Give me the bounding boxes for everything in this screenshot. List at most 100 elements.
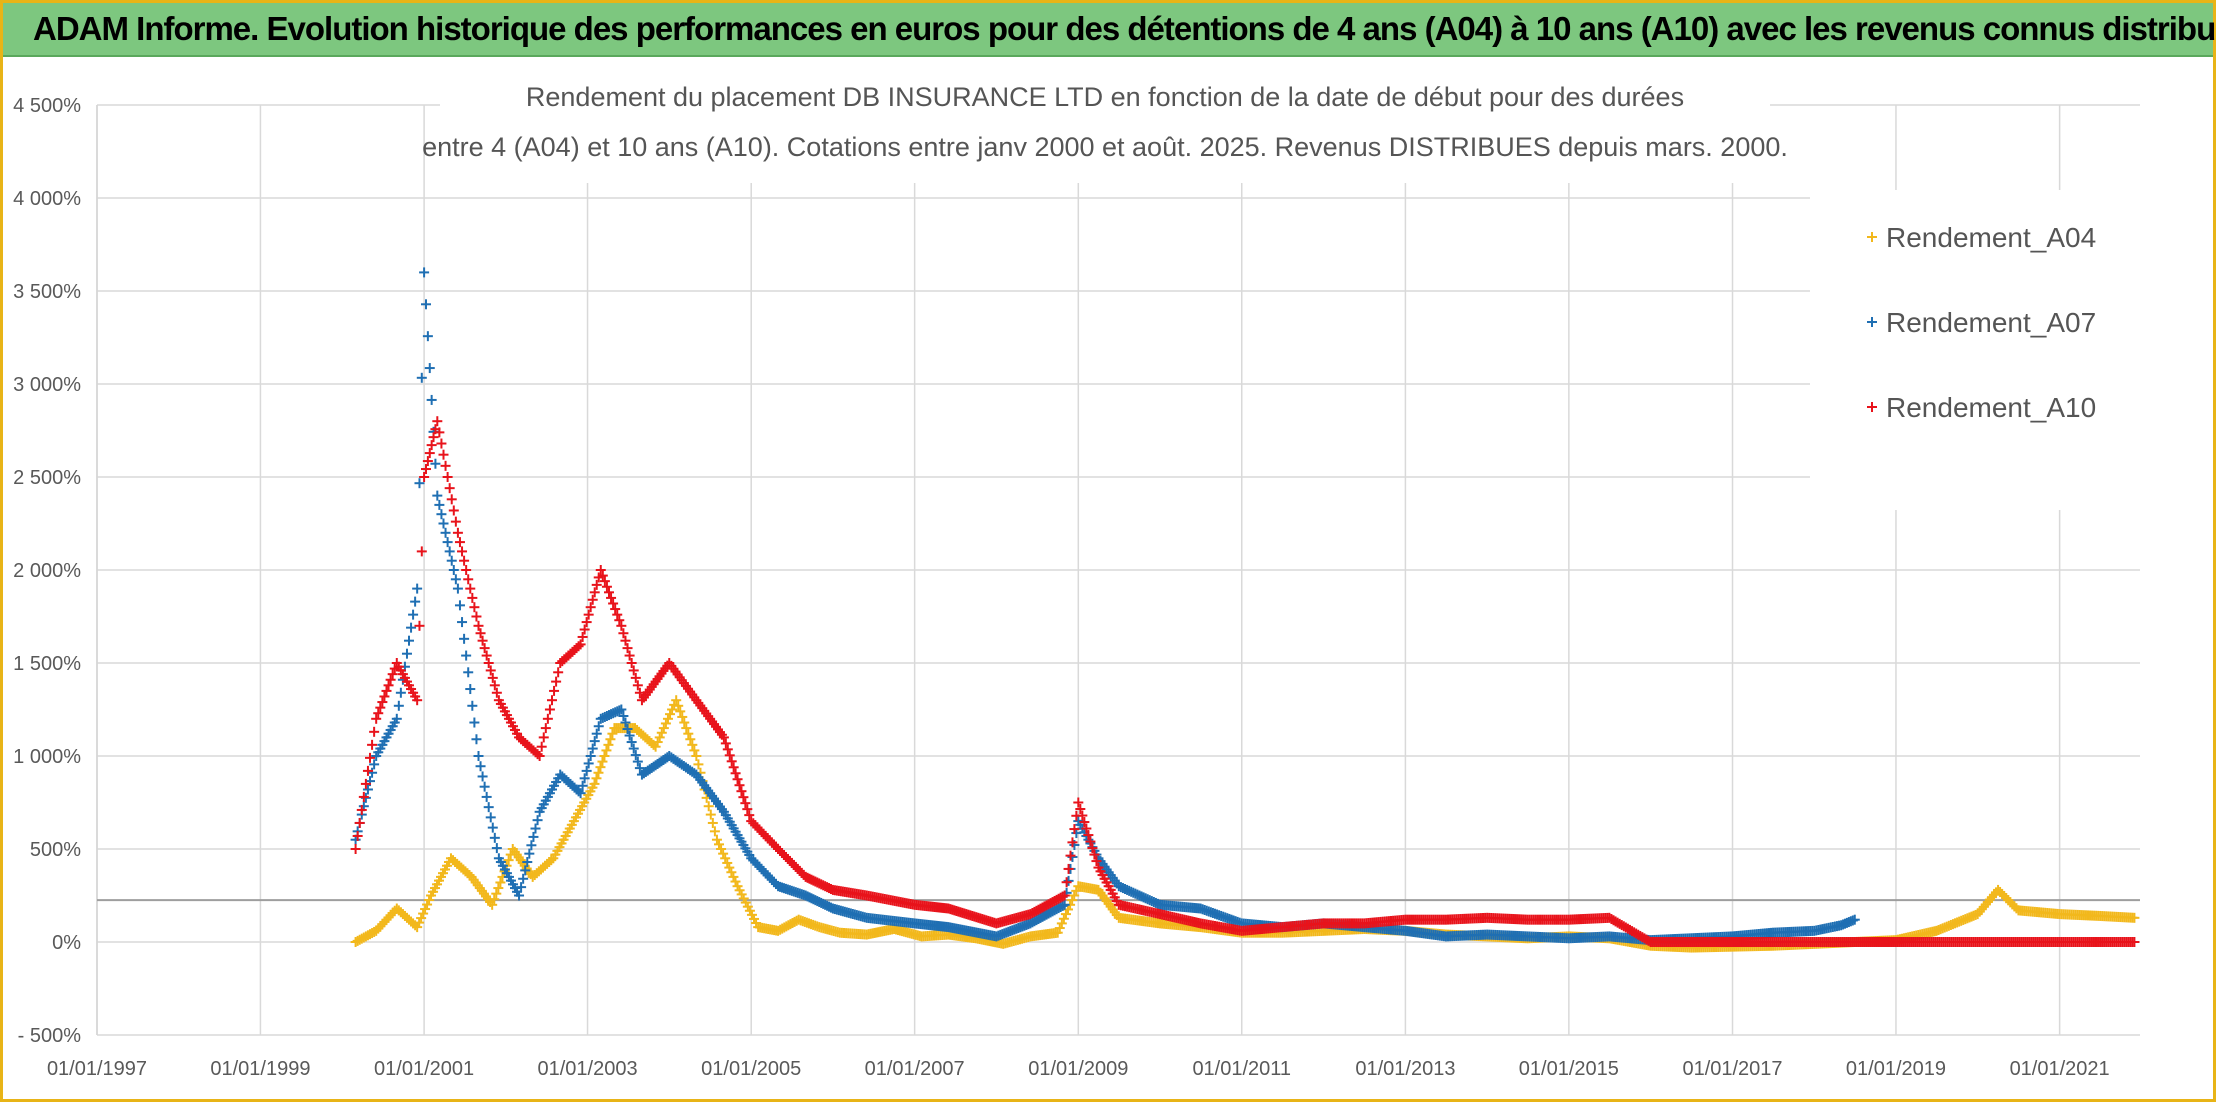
x-tick-label: 01/01/2017 [1682, 1058, 1782, 1080]
data-point [457, 617, 468, 628]
data-point [436, 509, 447, 520]
data-point [585, 751, 596, 761]
data-point [360, 778, 371, 789]
data-point [479, 781, 490, 792]
data-point [709, 826, 720, 837]
x-tick-label: 01/01/2015 [1519, 1058, 1619, 1080]
data-point [593, 767, 604, 778]
x-tick-label: 01/01/2005 [701, 1058, 801, 1080]
data-point [575, 788, 586, 799]
data-point [628, 743, 639, 754]
data-point [495, 877, 506, 888]
data-point [379, 691, 390, 702]
data-point [624, 730, 635, 741]
data-point [487, 822, 498, 833]
data-point [691, 751, 702, 761]
x-tick-label: 01/01/2003 [537, 1058, 637, 1080]
data-point [607, 728, 618, 739]
y-tick-label: - 500% [18, 1025, 82, 1047]
data-point [477, 771, 488, 782]
data-point [689, 745, 700, 756]
data-point [667, 704, 678, 715]
data-point [518, 873, 529, 884]
banner-title: ADAM Informe. Evolution historique des p… [33, 10, 2216, 47]
data-point [599, 751, 610, 761]
data-point [620, 717, 631, 728]
data-point [605, 734, 616, 745]
data-point [420, 904, 431, 915]
x-tick-label: 01/01/2007 [865, 1058, 965, 1080]
data-point [406, 622, 417, 633]
data-point [358, 791, 369, 802]
data-point [438, 518, 449, 529]
data-point [383, 680, 394, 691]
data-point [463, 667, 474, 678]
data-point [1058, 913, 1069, 924]
data-point [422, 899, 433, 910]
data-point [693, 759, 704, 770]
data-point [675, 706, 686, 717]
data-point [404, 635, 415, 646]
data-point [369, 726, 380, 737]
data-point [591, 773, 602, 784]
data-point [475, 761, 486, 772]
x-tick-label: 01/01/2011 [1192, 1058, 1291, 1080]
x-axis: 01/01/1997 01/01/1999 01/01/2001 01/01/2003… [47, 1058, 2110, 1080]
data-point [514, 890, 525, 901]
data-point [489, 894, 500, 905]
data-point [622, 724, 633, 735]
data-point [632, 756, 643, 767]
data-point [705, 809, 716, 820]
data-point [432, 490, 443, 501]
data-point [419, 267, 430, 278]
data-point [414, 917, 425, 928]
y-tick-label: 2 000% [13, 560, 81, 582]
data-point [412, 695, 423, 706]
data-point [1067, 895, 1078, 906]
data-point [516, 882, 527, 893]
data-point [365, 752, 376, 763]
data-point [485, 812, 496, 823]
data-point [416, 372, 427, 383]
data-point [711, 834, 722, 845]
data-point [722, 857, 733, 868]
data-point [424, 895, 435, 906]
data-point [410, 596, 421, 607]
data-point [524, 848, 535, 859]
data-point [418, 908, 429, 919]
data-point [662, 713, 673, 724]
data-point [459, 633, 470, 644]
data-point [703, 801, 714, 812]
data-point [2129, 912, 2140, 923]
data-point [726, 867, 737, 878]
data-point [387, 669, 398, 680]
data-point [654, 732, 665, 743]
data-point [677, 711, 688, 722]
data-point [1067, 851, 1078, 862]
data-point [369, 759, 380, 770]
data-point [473, 751, 484, 761]
data-point [1060, 909, 1071, 920]
x-tick-label: 01/01/2009 [1028, 1058, 1128, 1080]
data-point [593, 721, 604, 732]
data-point [401, 648, 412, 659]
data-point [448, 565, 459, 575]
data-point [603, 739, 614, 750]
data-point [601, 745, 612, 756]
data-point [350, 844, 361, 854]
data-point [656, 727, 667, 738]
data-point [471, 734, 482, 745]
data-point [718, 848, 729, 859]
data-point [658, 723, 669, 734]
data-point [546, 855, 557, 866]
data-point [465, 684, 476, 695]
data-point [1849, 914, 1860, 925]
data-point [577, 780, 588, 791]
data-point [728, 871, 739, 882]
data-point [442, 537, 453, 548]
data-point [616, 704, 627, 715]
data-point [414, 478, 425, 489]
data-point [720, 853, 731, 864]
data-point [681, 723, 692, 734]
data-point [626, 737, 637, 748]
